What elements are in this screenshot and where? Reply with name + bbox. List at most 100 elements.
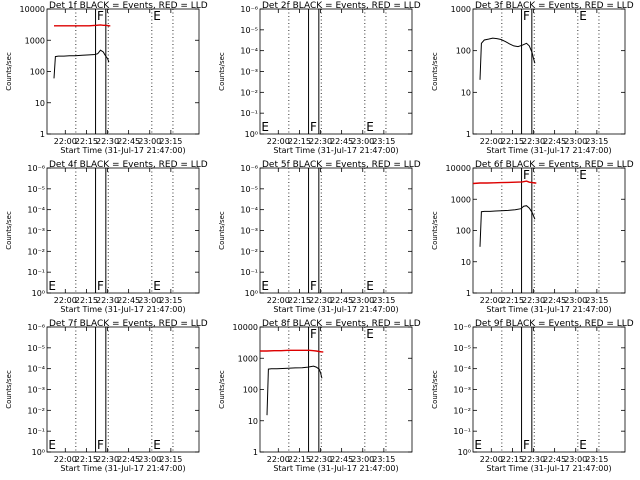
plot-frame: [472, 167, 626, 294]
x-tick-label: 22:30: [522, 455, 545, 464]
x-tick-label: 22:00: [480, 137, 503, 146]
interval-marker-label: E: [261, 279, 269, 293]
y-tick-label: 10⁻⁵: [240, 26, 258, 35]
x-axis-label: Start Time (31-Jul-17 21:47:00): [486, 146, 611, 155]
y-tick-label: 10000: [446, 164, 471, 173]
y-tick-label: 1: [40, 130, 45, 139]
y-tick-label: 10⁻⁶: [240, 5, 258, 14]
plot-frame: [259, 326, 413, 453]
y-tick-label: 100: [456, 227, 471, 236]
x-tick-label: 22:30: [309, 455, 332, 464]
y-tick-label: 1: [253, 448, 258, 457]
interval-marker-label: E: [366, 120, 374, 134]
y-tick-label: 100: [30, 68, 45, 77]
chart-panel-1: Det 1f BLACK = Events, RED = LLD 22:00 22:…: [5, 1, 208, 155]
interval-marker-label: E: [261, 120, 269, 134]
x-tick-label: 23:00: [138, 296, 161, 305]
x-tick-label: 23:15: [585, 296, 608, 305]
chart-panel-7: Det 7f BLACK = Events, RED = LLD 22:00 22:…: [5, 319, 208, 473]
x-tick-label: 23:15: [585, 455, 608, 464]
y-tick-label: 10⁻¹: [240, 268, 258, 277]
x-tick-label: 22:15: [501, 137, 524, 146]
chart-panel-9: Det 9f BLACK = Events, RED = LLD22:0022:…: [431, 319, 634, 473]
y-tick-label: 1000: [451, 5, 471, 14]
x-tick-label: 22:30: [522, 137, 545, 146]
interval-marker-label: F: [97, 9, 104, 23]
plot-frame: [259, 8, 413, 135]
lld-series-line: [54, 24, 111, 27]
y-tick-label: 10⁻⁶: [240, 164, 258, 173]
x-tick-label: 23:00: [351, 296, 374, 305]
x-tick-label: 22:00: [480, 455, 503, 464]
plot-frame: [46, 326, 200, 453]
x-tick-label: 22:45: [330, 137, 353, 146]
x-tick-label: 22:30: [309, 137, 332, 146]
y-tick-label: 10⁻³: [453, 386, 471, 395]
y-tick-label: 1000: [238, 354, 258, 363]
interval-marker-label: F: [523, 438, 530, 452]
panel-title: Det 5f BLACK = Events, RED = LLD: [262, 160, 421, 170]
x-axis-label: Start Time (31-Jul-17 21:47:00): [60, 146, 185, 155]
y-axis-label: Counts/sec: [5, 211, 13, 250]
x-tick-label: 23:00: [351, 137, 374, 146]
interval-marker-label: F: [523, 9, 530, 23]
y-tick-label: 10⁻⁴: [453, 365, 471, 374]
x-axis-label: Start Time (31-Jul-17 21:47:00): [60, 305, 185, 314]
x-tick-label: 22:00: [54, 455, 77, 464]
x-tick-label: 23:15: [159, 137, 182, 146]
x-tick-label: 23:15: [159, 455, 182, 464]
x-tick-label: 22:00: [267, 137, 290, 146]
x-tick-label: 22:45: [330, 296, 353, 305]
x-tick-label: 22:00: [54, 137, 77, 146]
y-tick-label: 1: [466, 289, 471, 298]
x-tick-label: 22:30: [96, 296, 119, 305]
x-tick-label: 22:45: [543, 455, 566, 464]
x-tick-label: 22:15: [75, 296, 98, 305]
panel-title: Det 3f BLACK = Events, RED = LLD: [475, 1, 634, 11]
y-tick-label: 10⁻³: [27, 386, 45, 395]
lld-series-line: [260, 349, 324, 353]
y-axis-label: Counts/sec: [218, 370, 226, 409]
y-tick-label: 10⁻¹: [27, 427, 45, 436]
y-tick-label: 10⁻⁵: [240, 185, 258, 194]
interval-marker-label: F: [310, 327, 317, 341]
x-tick-label: 23:00: [138, 137, 161, 146]
y-tick-label: 10⁻⁴: [27, 365, 45, 374]
y-tick-label: 10⁻⁴: [240, 47, 258, 56]
x-tick-label: 23:15: [372, 455, 395, 464]
y-tick-label: 10⁻²: [453, 406, 471, 415]
interval-marker-label: E: [48, 438, 56, 452]
y-tick-label: 10⁻³: [240, 68, 258, 77]
x-axis-label: Start Time (31-Jul-17 21:47:00): [273, 146, 398, 155]
interval-marker-label: E: [474, 438, 482, 452]
y-tick-label: 10000: [20, 5, 45, 14]
x-tick-label: 22:45: [117, 137, 140, 146]
y-tick-label: 100: [243, 386, 258, 395]
y-tick-label: 10⁻²: [27, 406, 45, 415]
events-series-line: [479, 37, 536, 80]
panel-title: Det 1f BLACK = Events, RED = LLD: [49, 1, 208, 11]
x-tick-label: 22:15: [288, 296, 311, 305]
y-tick-label: 10⁻⁵: [453, 344, 471, 353]
y-tick-label: 10⁻¹: [240, 109, 258, 118]
y-tick-label: 10⁻²: [240, 247, 258, 256]
x-axis-label: Start Time (31-Jul-17 21:47:00): [60, 464, 185, 473]
chart-panel-3: Det 3f BLACK = Events, RED = LLD22:0022:…: [431, 1, 634, 155]
x-tick-label: 22:30: [96, 455, 119, 464]
y-tick-label: 10⁻¹: [453, 427, 471, 436]
x-tick-label: 22:15: [288, 455, 311, 464]
x-tick-label: 23:00: [564, 137, 587, 146]
panel-title: Det 7f BLACK = Events, RED = LLD: [49, 319, 208, 329]
x-tick-label: 22:45: [117, 296, 140, 305]
interval-marker-label: F: [310, 120, 317, 134]
y-tick-label: 10⁻²: [27, 247, 45, 256]
chart-panel-5: Det 5f BLACK = Events, RED = LLD22:0022:…: [218, 160, 421, 314]
y-tick-label: 10⁰: [458, 448, 471, 457]
x-axis-label: Start Time (31-Jul-17 21:47:00): [273, 464, 398, 473]
y-axis-label: Counts/sec: [431, 211, 439, 250]
x-tick-label: 22:00: [267, 455, 290, 464]
x-tick-label: 22:30: [522, 296, 545, 305]
x-tick-label: 22:00: [54, 296, 77, 305]
interval-marker-label: E: [579, 438, 587, 452]
